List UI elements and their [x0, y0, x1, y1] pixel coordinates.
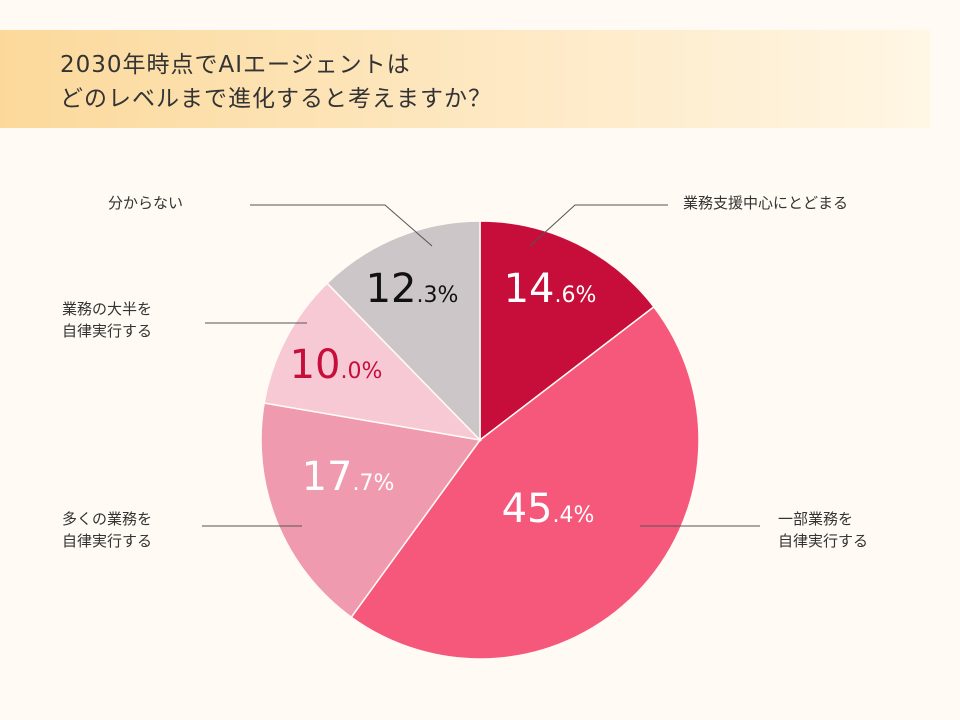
leader-line-unknown: [250, 204, 433, 247]
value-label-unknown: 12.3%: [366, 266, 459, 312]
category-label-most: 業務の大半を 自律実行する: [62, 300, 153, 340]
title-band: [0, 30, 930, 128]
value-label-many: 17.7%: [302, 454, 395, 500]
value-label-partial: 45.4%: [502, 486, 595, 532]
leader-line-support: [529, 204, 668, 247]
pie-slice-many: [260, 402, 482, 619]
pie-slice-support: [479, 220, 655, 442]
category-label-unknown: 分からない: [108, 194, 184, 212]
category-label-many: 多くの業務を 自律実行する: [62, 510, 153, 550]
pie-slice-partial: [350, 305, 700, 660]
pie-slice-most: [263, 282, 483, 442]
chart-title-line2: どのレベルまで進化すると考えますか？: [60, 86, 492, 112]
value-label-support: 14.6%: [504, 266, 597, 312]
value-label-most: 10.0%: [290, 342, 383, 388]
category-label-partial: 一部業務を 自律実行する: [778, 510, 869, 550]
category-label-support: 業務支援中心にとどまる: [683, 194, 849, 212]
chart-title-line1: 2030年時点でAIエージェントは: [60, 52, 411, 78]
pie-slice-unknown: [326, 220, 481, 442]
chart-title: 2030年時点でAIエージェントは どのレベルまで進化すると考えますか？: [60, 48, 492, 116]
